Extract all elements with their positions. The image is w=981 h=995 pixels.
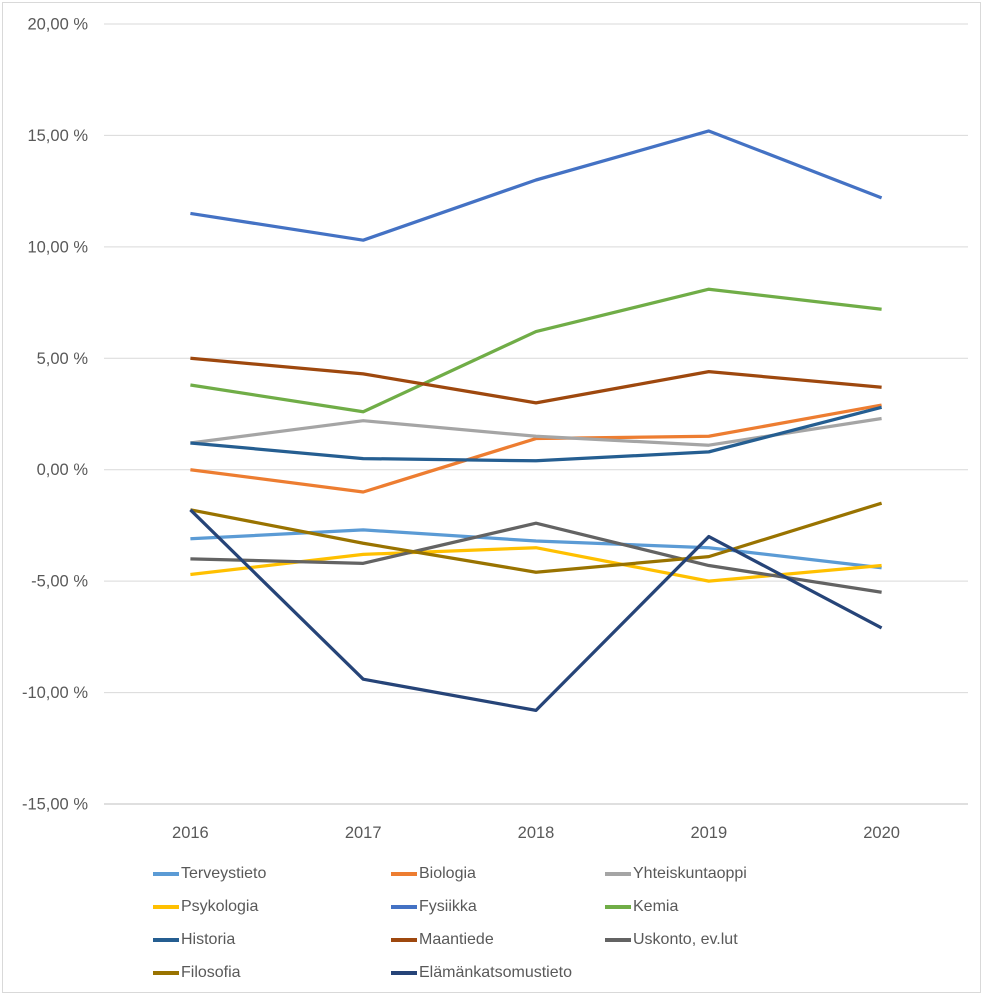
series-line-biologia[interactable] bbox=[190, 403, 882, 494]
legend-item-uskonto-ev-lut[interactable]: Uskonto, ev.lut bbox=[605, 929, 980, 951]
legend-marker-maantiede bbox=[391, 938, 417, 942]
y-tick-label: 5,00 % bbox=[37, 350, 89, 368]
chart-legend: Terveystieto Biologia Yhteiskuntaoppi Psyko… bbox=[3, 854, 980, 984]
legend-marker-historia bbox=[153, 938, 179, 942]
series-line-elamankatsomustieto[interactable] bbox=[189, 508, 883, 713]
series-line-filosofia[interactable] bbox=[190, 501, 883, 574]
legend-label-psykologia: Psykologia bbox=[181, 898, 259, 915]
legend-item-yhteiskuntaoppi[interactable]: Yhteiskuntaoppi bbox=[605, 863, 980, 885]
series-line-kemia[interactable] bbox=[190, 287, 882, 414]
legend-marker-filosofia bbox=[153, 971, 179, 975]
legend-label-elamankatsomustieto: Elämänkatsomustieto bbox=[419, 964, 572, 981]
legend-item-fysiikka[interactable]: Fysiikka bbox=[391, 896, 605, 918]
legend-item-psykologia[interactable]: Psykologia bbox=[153, 896, 391, 918]
x-tick-label: 2019 bbox=[690, 824, 727, 842]
series-line-maantiede[interactable] bbox=[190, 356, 882, 405]
legend-marker-uskonto-ev-lut bbox=[605, 938, 631, 942]
y-tick-label: 10,00 % bbox=[27, 238, 88, 256]
legend-label-biologia: Biologia bbox=[419, 865, 476, 882]
legend-marker-biologia bbox=[391, 872, 417, 876]
x-tick-label: 2018 bbox=[518, 824, 555, 842]
series-line-historia[interactable] bbox=[190, 405, 883, 463]
legend-marker-yhteiskuntaoppi bbox=[605, 872, 631, 876]
x-tick-label: 2020 bbox=[863, 824, 900, 842]
legend-marker-fysiikka bbox=[391, 905, 417, 909]
legend-item-terveystieto[interactable]: Terveystieto bbox=[153, 863, 391, 885]
y-tick-label: 20,00 % bbox=[27, 16, 88, 34]
x-tick-label: 2016 bbox=[172, 824, 209, 842]
legend-label-historia: Historia bbox=[181, 931, 236, 948]
legend-item-kemia[interactable]: Kemia bbox=[605, 896, 980, 918]
series-line-uskonto-ev-lut[interactable] bbox=[190, 521, 882, 594]
legend-marker-elamankatsomustieto bbox=[391, 971, 417, 975]
y-tick-label: -5,00 % bbox=[31, 573, 88, 591]
y-tick-label: -15,00 % bbox=[22, 796, 88, 814]
legend-item-filosofia[interactable]: Filosofia bbox=[153, 962, 391, 984]
y-tick-label: 0,00 % bbox=[37, 461, 89, 479]
legend-marker-terveystieto bbox=[153, 872, 179, 876]
legend-item-historia[interactable]: Historia bbox=[153, 929, 391, 951]
legend-label-maantiede: Maantiede bbox=[419, 931, 494, 948]
legend-label-fysiikka: Fysiikka bbox=[419, 898, 477, 915]
legend-label-filosofia: Filosofia bbox=[181, 964, 241, 981]
y-tick-label: -10,00 % bbox=[22, 684, 88, 702]
legend-item-elamankatsomustieto[interactable]: Elämänkatsomustieto bbox=[391, 962, 605, 984]
legend-marker-psykologia bbox=[153, 905, 179, 909]
x-tick-label: 2017 bbox=[345, 824, 382, 842]
legend-marker-kemia bbox=[605, 905, 631, 909]
legend-label-yhteiskuntaoppi: Yhteiskuntaoppi bbox=[633, 865, 747, 882]
legend-label-terveystieto: Terveystieto bbox=[181, 865, 267, 882]
y-tick-label: 15,00 % bbox=[27, 127, 88, 145]
series-line-fysiikka[interactable] bbox=[190, 129, 883, 242]
legend-item-biologia[interactable]: Biologia bbox=[391, 863, 605, 885]
legend-item-maantiede[interactable]: Maantiede bbox=[391, 929, 605, 951]
legend-label-uskonto-ev-lut: Uskonto, ev.lut bbox=[633, 931, 738, 948]
legend-label-kemia: Kemia bbox=[633, 898, 679, 915]
plot-area: 20,00 % 15,00 % 10,00 % 5,00 % 0,00 % -5,00 %… bbox=[22, 16, 968, 842]
